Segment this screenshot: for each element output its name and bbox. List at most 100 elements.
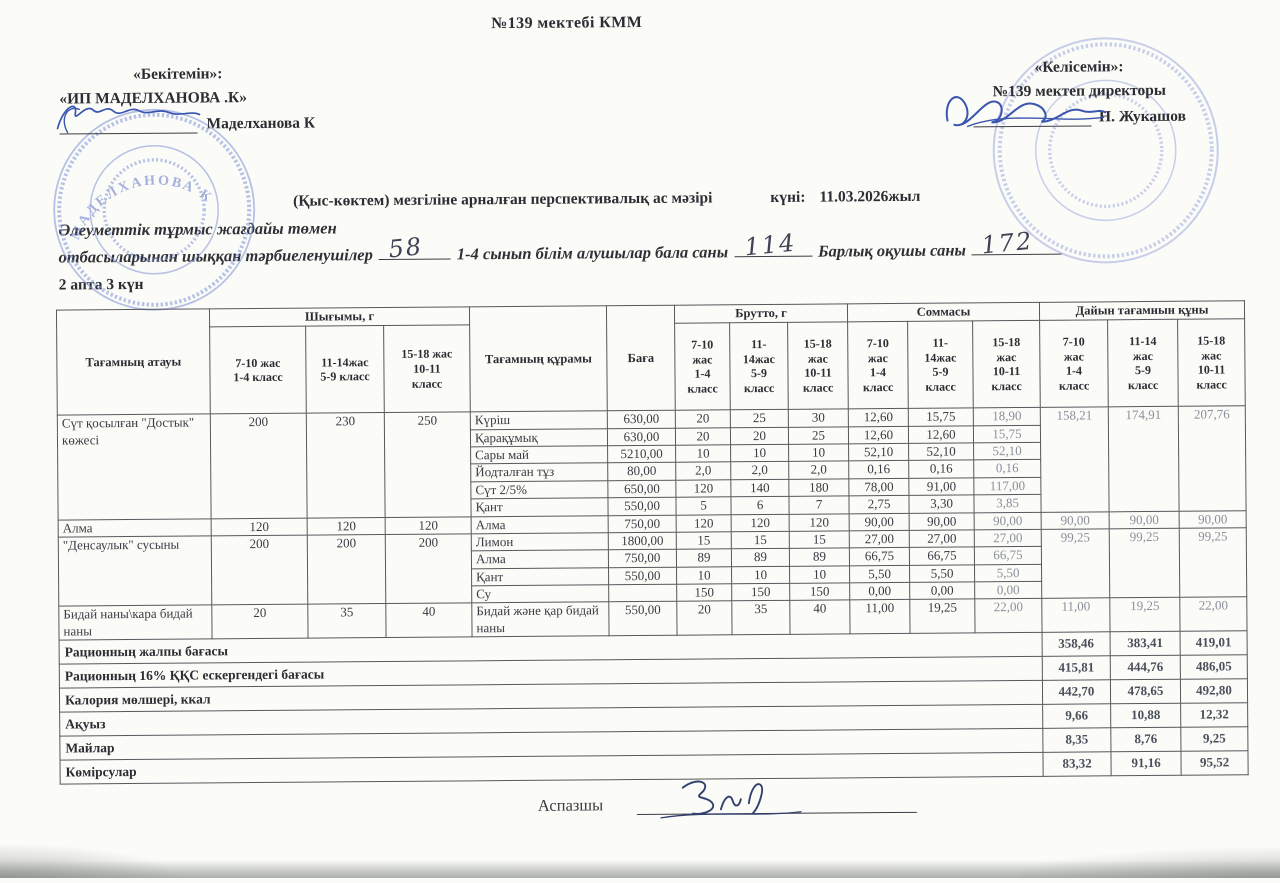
sum-cell: 0,00 (974, 581, 1042, 600)
brutto-cell: 10 (789, 565, 850, 584)
sum-cell: 2,75 (848, 495, 910, 514)
sum-cell: 52,10 (973, 442, 1041, 461)
agree-block: «Келісемін»: №139 мектеп директоры Н. Жу… (945, 57, 1214, 128)
dish-output-cell: 20 (211, 604, 309, 639)
brutto-cell: 30 (788, 409, 849, 427)
dish-cost-cell: 174,91 (1108, 406, 1180, 512)
sum-cell: 15,75 (908, 408, 974, 427)
summary-value-cell: 9,25 (1180, 726, 1249, 752)
round-stamp-right (992, 37, 1219, 264)
sum-cell: 5,50 (909, 564, 975, 583)
brutto-cell: 20 (675, 410, 731, 428)
brutto-cell: 10 (731, 565, 790, 584)
sum-cell: 0,00 (849, 582, 910, 601)
menu-title-line: (Қыс-көктем) мезгіліне арналған перспект… (293, 188, 920, 211)
brutto-cell: 2,0 (675, 462, 731, 480)
menu-table: Тағамның атауы Шығымы, г Тағамның құрамы… (56, 300, 1249, 785)
col-brutto-age1: 7-10 жас 1-4 класс (674, 323, 731, 411)
summary-value-cell: 358,46 (1042, 631, 1111, 657)
col-brutto-age2: 11- 14жас 5-9 класс (729, 322, 789, 411)
brutto-cell: 120 (676, 514, 732, 533)
cook-line: Аспазшы (537, 780, 918, 819)
brutto-cell: 89 (731, 548, 790, 567)
price-cell: 550,00 (607, 497, 677, 516)
brutto-cell: 180 (788, 478, 849, 497)
pupils-count-handwritten: 58 (387, 232, 425, 264)
dish-cost-cell: 11,00 (1041, 598, 1111, 633)
sum-cell: 52,10 (908, 442, 974, 461)
sum-cell: 90,00 (909, 512, 975, 531)
date-label: күні: (770, 188, 806, 206)
price-cell: 750,00 (608, 549, 677, 568)
summary-value-cell: 9,66 (1042, 703, 1111, 729)
summary-value-cell: 444,76 (1110, 655, 1181, 680)
approver-name: Маделханова К (206, 114, 316, 133)
brutto-cell: 25 (730, 409, 789, 428)
school-title: №139 мектебі КММ (491, 13, 643, 33)
brutto-cell: 2,0 (730, 461, 789, 480)
sum-cell: 5,50 (849, 565, 910, 583)
col-composition: Тағамның құрамы (469, 305, 608, 413)
brutto-cell: 20 (675, 427, 731, 446)
col-price: Баға (606, 305, 676, 412)
sum-cell: 78,00 (848, 478, 909, 496)
brutto-cell: 7 (788, 495, 850, 514)
col-sum-age3: 15-18 жас 10-11 класс (972, 320, 1041, 409)
price-cell: 750,00 (608, 514, 677, 533)
sum-cell: 22,00 (974, 598, 1043, 633)
brutto-cell: 15 (789, 530, 850, 549)
cook-label: Аспазшы (537, 795, 604, 815)
col-brutto-age3: 15-18 жас 10-11 класс (787, 322, 849, 410)
scanner-shadow-corner-left (0, 844, 180, 878)
dish-name-cell: Сүт қосылған "Достык" көжесі (57, 414, 212, 520)
brutto-cell: 120 (789, 513, 850, 532)
approve-block: «Бекітемін»: «ИП МАДЕЛХАНОВА .К» Маделха… (56, 65, 316, 135)
dish-output-cell: 35 (307, 603, 387, 639)
ingredient-name-cell: Алма (471, 515, 609, 534)
sum-cell: 52,10 (848, 443, 909, 462)
col-sum-group: Соммасы (847, 302, 1040, 323)
ingredient-name-cell: Лимон (471, 532, 609, 552)
price-cell: 650,00 (607, 479, 676, 498)
col-brutto-group: Брутто, г (674, 303, 848, 324)
brutto-cell: 89 (789, 548, 850, 566)
dish-cost-cell: 90,00 (1109, 510, 1180, 529)
col-sum-age2: 11- 14жас 5-9 класс (907, 321, 974, 409)
brutto-cell: 20 (730, 426, 789, 445)
dish-name-cell: "Денсаулык" сусыны (58, 535, 212, 607)
sum-cell: 3,30 (908, 495, 975, 513)
sum-cell: 0,16 (848, 460, 909, 479)
sum-cell: 66,75 (909, 547, 975, 566)
dish-cost-cell: 158,21 (1040, 407, 1110, 512)
brutto-cell: 150 (731, 583, 790, 602)
ingredient-name-cell: Алма (471, 550, 609, 569)
col-cost-age2: 11-14 жас 5-9 класс (1107, 319, 1179, 408)
dish-cost-cell: 99,25 (1109, 528, 1180, 599)
approve-label: «Бекітемін»: (133, 65, 223, 83)
dish-output-cell: 250 (384, 412, 472, 518)
dish-output-cell: 120 (211, 517, 308, 536)
sum-cell: 12,60 (848, 408, 909, 427)
dish-cost-cell: 90,00 (1041, 511, 1110, 530)
ingredient-name-cell: Қарақұмық (470, 428, 608, 447)
ingredient-name-cell: Йодталған тұз (470, 463, 608, 482)
counts-part3: Барлық оқушы саны (818, 240, 966, 261)
director-signature (945, 96, 1106, 128)
dish-output-cell: 200 (385, 533, 472, 604)
dish-output-cell: 40 (385, 603, 473, 638)
children-blank: 114 (734, 229, 813, 261)
sum-cell: 0,00 (909, 581, 975, 600)
price-cell: 80,00 (607, 462, 676, 481)
sum-cell: 5,50 (974, 563, 1042, 582)
scanner-shadow-corner-right (1020, 848, 1280, 878)
sum-cell: 90,00 (849, 512, 910, 531)
dish-name-cell: Бидай наны\кара бидай наны (58, 605, 213, 641)
ingredient-name-cell: Бидай және қар бидай наны (471, 602, 610, 637)
brutto-cell: 120 (731, 513, 790, 532)
summary-value-cell: 8,76 (1110, 727, 1182, 752)
summary-value-cell: 8,35 (1042, 727, 1112, 753)
menu-title: (Қыс-көктем) мезгіліне арналған перспект… (293, 189, 713, 210)
brutto-cell: 15 (676, 531, 732, 550)
scanner-shadow-band (0, 860, 1280, 878)
col-out-age1: 7-10 жас 1-4 класс (209, 326, 307, 415)
